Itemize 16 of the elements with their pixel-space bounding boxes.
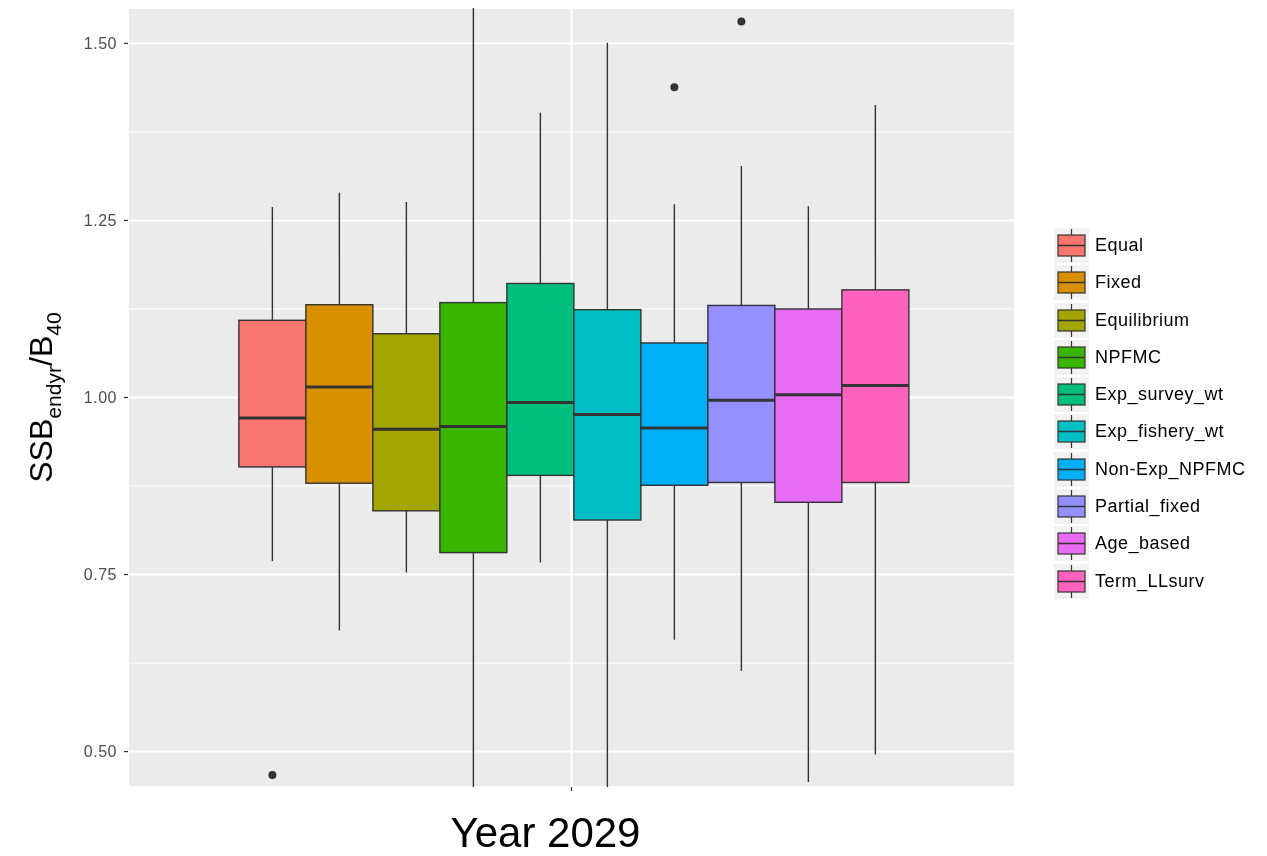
legend-label: NPFMC xyxy=(1095,346,1162,368)
x-axis-title: Year 2029 xyxy=(450,809,641,856)
legend-label: Fixed xyxy=(1095,272,1142,294)
legend-label: Age_based xyxy=(1095,533,1191,555)
y-tick-label: 1.00 xyxy=(83,389,117,407)
legend-label: Exp_fishery_wt xyxy=(1095,421,1225,443)
y-tick-label: 0.50 xyxy=(83,743,117,761)
y-tick-label: 1.50 xyxy=(83,35,117,53)
legend-label: Equal xyxy=(1095,235,1144,256)
legend-label: Partial_fixed xyxy=(1095,496,1201,518)
legend-label: Term_LLsurv xyxy=(1095,570,1205,592)
legend-label: Exp_survey_wt xyxy=(1095,384,1224,406)
legend-label: Equilibrium xyxy=(1095,309,1190,331)
y-tick-label: 0.75 xyxy=(83,566,117,584)
y-tick-label: 1.25 xyxy=(83,212,117,230)
legend-label: Non-Exp_NPFMC xyxy=(1095,458,1246,480)
